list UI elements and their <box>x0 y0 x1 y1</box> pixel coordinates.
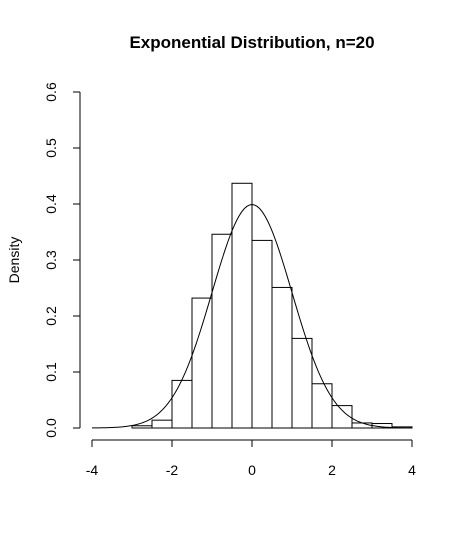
density-curve <box>91 204 413 429</box>
y-axis-label: Density <box>6 237 22 284</box>
histogram-bar-3 <box>151 419 173 429</box>
histogram-bars <box>131 182 413 429</box>
y-tick-label: 0.5 <box>43 138 59 158</box>
y-axis: 0.0 0.1 0.2 0.3 0.4 0.5 0.6 <box>43 82 81 438</box>
histogram-bar-4 <box>171 379 193 429</box>
histogram-bar-9 <box>271 286 293 429</box>
x-tick-label: -4 <box>86 462 99 478</box>
y-tick-label: 0.3 <box>43 250 59 270</box>
y-tick-label: 0.4 <box>43 194 59 214</box>
histogram-bar-5 <box>191 297 213 429</box>
y-tick-label: 0.2 <box>43 306 59 326</box>
histogram-bar-2 <box>131 425 153 429</box>
y-tick-label: 0.0 <box>43 418 59 438</box>
histogram-bar-7 <box>231 182 253 429</box>
histogram-bar-10 <box>291 337 313 429</box>
x-tick-label: 2 <box>328 462 336 478</box>
histogram-bar-11 <box>311 383 333 429</box>
x-tick-label: 0 <box>248 462 256 478</box>
histogram-bar-6 <box>211 233 233 429</box>
chart-title: Exponential Distribution, n=20 <box>129 33 374 52</box>
y-tick-label: 0.6 <box>43 82 59 102</box>
x-axis: -4 -2 0 2 4 <box>86 439 416 478</box>
x-tick-label: -2 <box>166 462 179 478</box>
y-tick-label: 0.1 <box>43 362 59 382</box>
histogram-bar-13 <box>351 422 373 429</box>
histogram-bar-12 <box>331 405 353 429</box>
x-tick-label: 4 <box>408 462 416 478</box>
histogram-bar-8 <box>251 239 273 429</box>
